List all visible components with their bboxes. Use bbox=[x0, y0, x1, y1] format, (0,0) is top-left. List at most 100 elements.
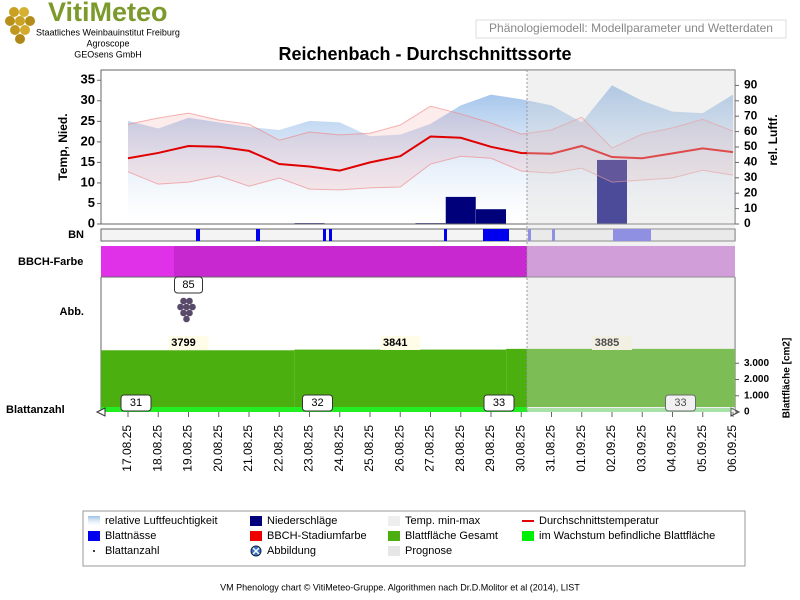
precip-bar bbox=[597, 159, 627, 224]
logo-icon bbox=[5, 7, 35, 44]
leaf-area-label: 3885 bbox=[595, 337, 619, 349]
x-tick-label: 20.08.25 bbox=[211, 425, 225, 472]
y2-tick-label: 50 bbox=[744, 139, 758, 153]
legend-label: Blattnässe bbox=[105, 530, 156, 542]
x-tick-label: 17.08.25 bbox=[120, 425, 134, 472]
leaf-area-label-box bbox=[380, 336, 421, 350]
precip-bar bbox=[476, 209, 506, 224]
scroll-arrows[interactable] bbox=[95, 407, 741, 417]
temp-min-line bbox=[127, 155, 734, 191]
leaf-tick-label: 0 bbox=[744, 407, 750, 418]
grape bbox=[186, 309, 193, 317]
leaf-count-label: 32 bbox=[311, 397, 323, 409]
legend-label: Durchschnittstemperatur bbox=[539, 515, 659, 527]
leaf-axis-label: Blattfläche [cm2] bbox=[782, 338, 793, 419]
x-tick-label: 28.08.25 bbox=[453, 425, 467, 472]
leaf-count-label-box bbox=[483, 394, 515, 412]
forecast-shade bbox=[527, 70, 735, 412]
institution: GEOsens GmbH bbox=[74, 49, 142, 59]
mean-temp-line bbox=[127, 135, 734, 172]
leaf-tick-label: 2.000 bbox=[744, 374, 769, 385]
x-tick-label: 04.09.25 bbox=[665, 425, 679, 472]
y2-tick-label: 40 bbox=[744, 155, 758, 169]
legend-swatch bbox=[250, 531, 262, 541]
figure-label-box bbox=[174, 276, 203, 294]
y2-axis-label: rel. Luftf. bbox=[766, 114, 780, 165]
leaf-area bbox=[506, 348, 735, 407]
row-label: BN bbox=[68, 229, 84, 241]
y-axis-label: Temp, Nied. bbox=[56, 113, 70, 180]
y2-tick-label: 90 bbox=[744, 78, 758, 92]
temp-band bbox=[128, 106, 733, 190]
legend-swatch bbox=[88, 516, 100, 526]
grape bbox=[183, 303, 190, 311]
x-tick-label: 22.08.25 bbox=[271, 425, 285, 472]
leaf-count-label: 31 bbox=[130, 397, 142, 409]
legend-swatch bbox=[388, 516, 400, 526]
legend-label: im Wachstum befindliche Blattfläche bbox=[539, 530, 715, 542]
leaf-count-label: 33 bbox=[674, 397, 686, 409]
x-tick-label: 23.08.25 bbox=[302, 425, 316, 472]
leaf-tick-label: 1.000 bbox=[744, 390, 769, 401]
main-plot bbox=[101, 70, 735, 225]
x-tick-label: 02.09.25 bbox=[604, 425, 618, 472]
precip-bar bbox=[445, 196, 476, 224]
x-tick-label: 27.08.25 bbox=[423, 425, 437, 472]
x-tick-label: 24.08.25 bbox=[332, 425, 346, 472]
x-tick-label: 25.08.25 bbox=[362, 425, 376, 472]
x-tick-label: 01.09.25 bbox=[574, 425, 588, 472]
legend-label: Abbildung bbox=[267, 545, 316, 557]
legend-swatch bbox=[93, 550, 95, 552]
x-tick-label: 18.08.25 bbox=[150, 425, 164, 472]
grape bbox=[180, 297, 187, 305]
x-tick-label: 30.08.25 bbox=[513, 425, 527, 472]
x-tick-label: 19.08.25 bbox=[181, 425, 195, 472]
logo-text: VitiMeteo bbox=[48, 0, 168, 27]
legend-label: Blattanzahl bbox=[105, 545, 159, 557]
grape bbox=[183, 315, 190, 323]
y-tick-label: 5 bbox=[88, 195, 95, 210]
x-tick-label: 26.08.25 bbox=[392, 425, 406, 472]
y2-tick-label: 80 bbox=[744, 93, 758, 107]
tab[interactable] bbox=[475, 19, 787, 39]
leaf-tick-label: 3.000 bbox=[744, 358, 769, 369]
legend-swatch bbox=[88, 531, 100, 541]
figure-label: 85 bbox=[182, 279, 194, 291]
y2-tick-label: 60 bbox=[744, 124, 758, 138]
y-tick-label: 10 bbox=[81, 174, 95, 189]
leaf-area-label-box bbox=[592, 336, 632, 350]
leaf-count-label-box bbox=[302, 394, 333, 412]
chart-title: Reichenbach - Durchschnittssorte bbox=[278, 44, 571, 64]
grape-icon bbox=[177, 297, 196, 323]
y2-tick-label: 10 bbox=[744, 201, 758, 215]
bn-strip bbox=[100, 228, 736, 242]
y-tick-label: 35 bbox=[81, 72, 95, 87]
grape bbox=[177, 303, 184, 311]
institution: Agroscope bbox=[86, 38, 129, 48]
legend-label: Niederschläge bbox=[267, 515, 337, 527]
legend-label: Prognose bbox=[405, 545, 452, 557]
grape bbox=[186, 297, 193, 305]
bbch-strip bbox=[101, 246, 735, 278]
x-tick-label: 31.08.25 bbox=[544, 425, 558, 472]
y2-tick-label: 70 bbox=[744, 108, 758, 122]
x-tick-label: 29.08.25 bbox=[483, 425, 497, 472]
row-label: Blattanzahl bbox=[6, 404, 65, 416]
tab-label[interactable]: Phänologiemodell: Modellparameter und We… bbox=[489, 21, 773, 35]
grape bbox=[180, 309, 187, 317]
legend-swatch bbox=[522, 531, 534, 541]
y2-tick-label: 20 bbox=[744, 185, 758, 199]
footer: VM Phenology chart © VitiMeteo-Gruppe. A… bbox=[220, 582, 580, 592]
growing-leaf-area bbox=[527, 408, 735, 412]
legend-label: Blattfläche Gesamt bbox=[405, 530, 498, 542]
x-tick-label: 06.09.25 bbox=[725, 425, 739, 472]
y-tick-label: 20 bbox=[81, 133, 95, 148]
legend-label: Temp. min-max bbox=[405, 515, 481, 527]
leaf-area-label-box bbox=[168, 336, 209, 350]
y2-tick-label: 0 bbox=[744, 216, 751, 230]
grape bbox=[189, 303, 196, 311]
legend-swatch bbox=[252, 547, 260, 555]
legend-box bbox=[82, 510, 746, 567]
y-tick-label: 0 bbox=[88, 215, 95, 230]
y2-tick-label: 30 bbox=[744, 170, 758, 184]
